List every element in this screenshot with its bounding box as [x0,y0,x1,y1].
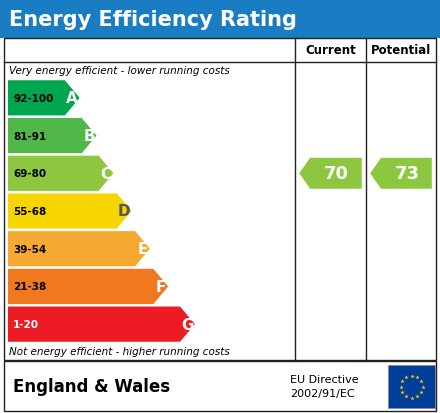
Polygon shape [370,159,432,189]
Text: 21-38: 21-38 [13,282,46,292]
Text: Potential: Potential [371,44,431,57]
Polygon shape [8,81,80,116]
Polygon shape [299,159,362,189]
Text: Not energy efficient - higher running costs: Not energy efficient - higher running co… [9,347,230,357]
Text: C: C [100,166,112,181]
Bar [4,361,436,411]
Text: 73: 73 [395,165,420,183]
Polygon shape [8,232,150,267]
Text: Current: Current [305,44,356,57]
Text: G: G [181,317,194,332]
Polygon shape [8,307,195,342]
Bar [388,365,435,408]
Text: 2002/91/EC: 2002/91/EC [290,389,355,399]
Text: 81-91: 81-91 [13,131,46,141]
Polygon shape [8,269,168,304]
Text: Very energy efficient - lower running costs: Very energy efficient - lower running co… [9,66,230,76]
Text: B: B [83,129,95,144]
Text: D: D [118,204,131,219]
Text: EU Directive: EU Directive [290,375,359,385]
Text: F: F [156,279,166,294]
Polygon shape [8,194,132,229]
Text: 69-80: 69-80 [13,169,46,179]
Polygon shape [8,119,96,154]
Text: Energy Efficiency Rating: Energy Efficiency Rating [9,9,297,29]
Polygon shape [8,156,114,192]
Text: England & Wales: England & Wales [13,377,170,396]
Text: E: E [137,242,148,256]
Bar [4,39,436,360]
Text: 39-54: 39-54 [13,244,46,254]
Text: A: A [66,91,78,106]
Text: 92-100: 92-100 [13,94,53,104]
Text: 55-68: 55-68 [13,206,46,216]
Text: 1-20: 1-20 [13,319,39,329]
Text: 70: 70 [324,165,349,183]
Bar [0,0,440,39]
